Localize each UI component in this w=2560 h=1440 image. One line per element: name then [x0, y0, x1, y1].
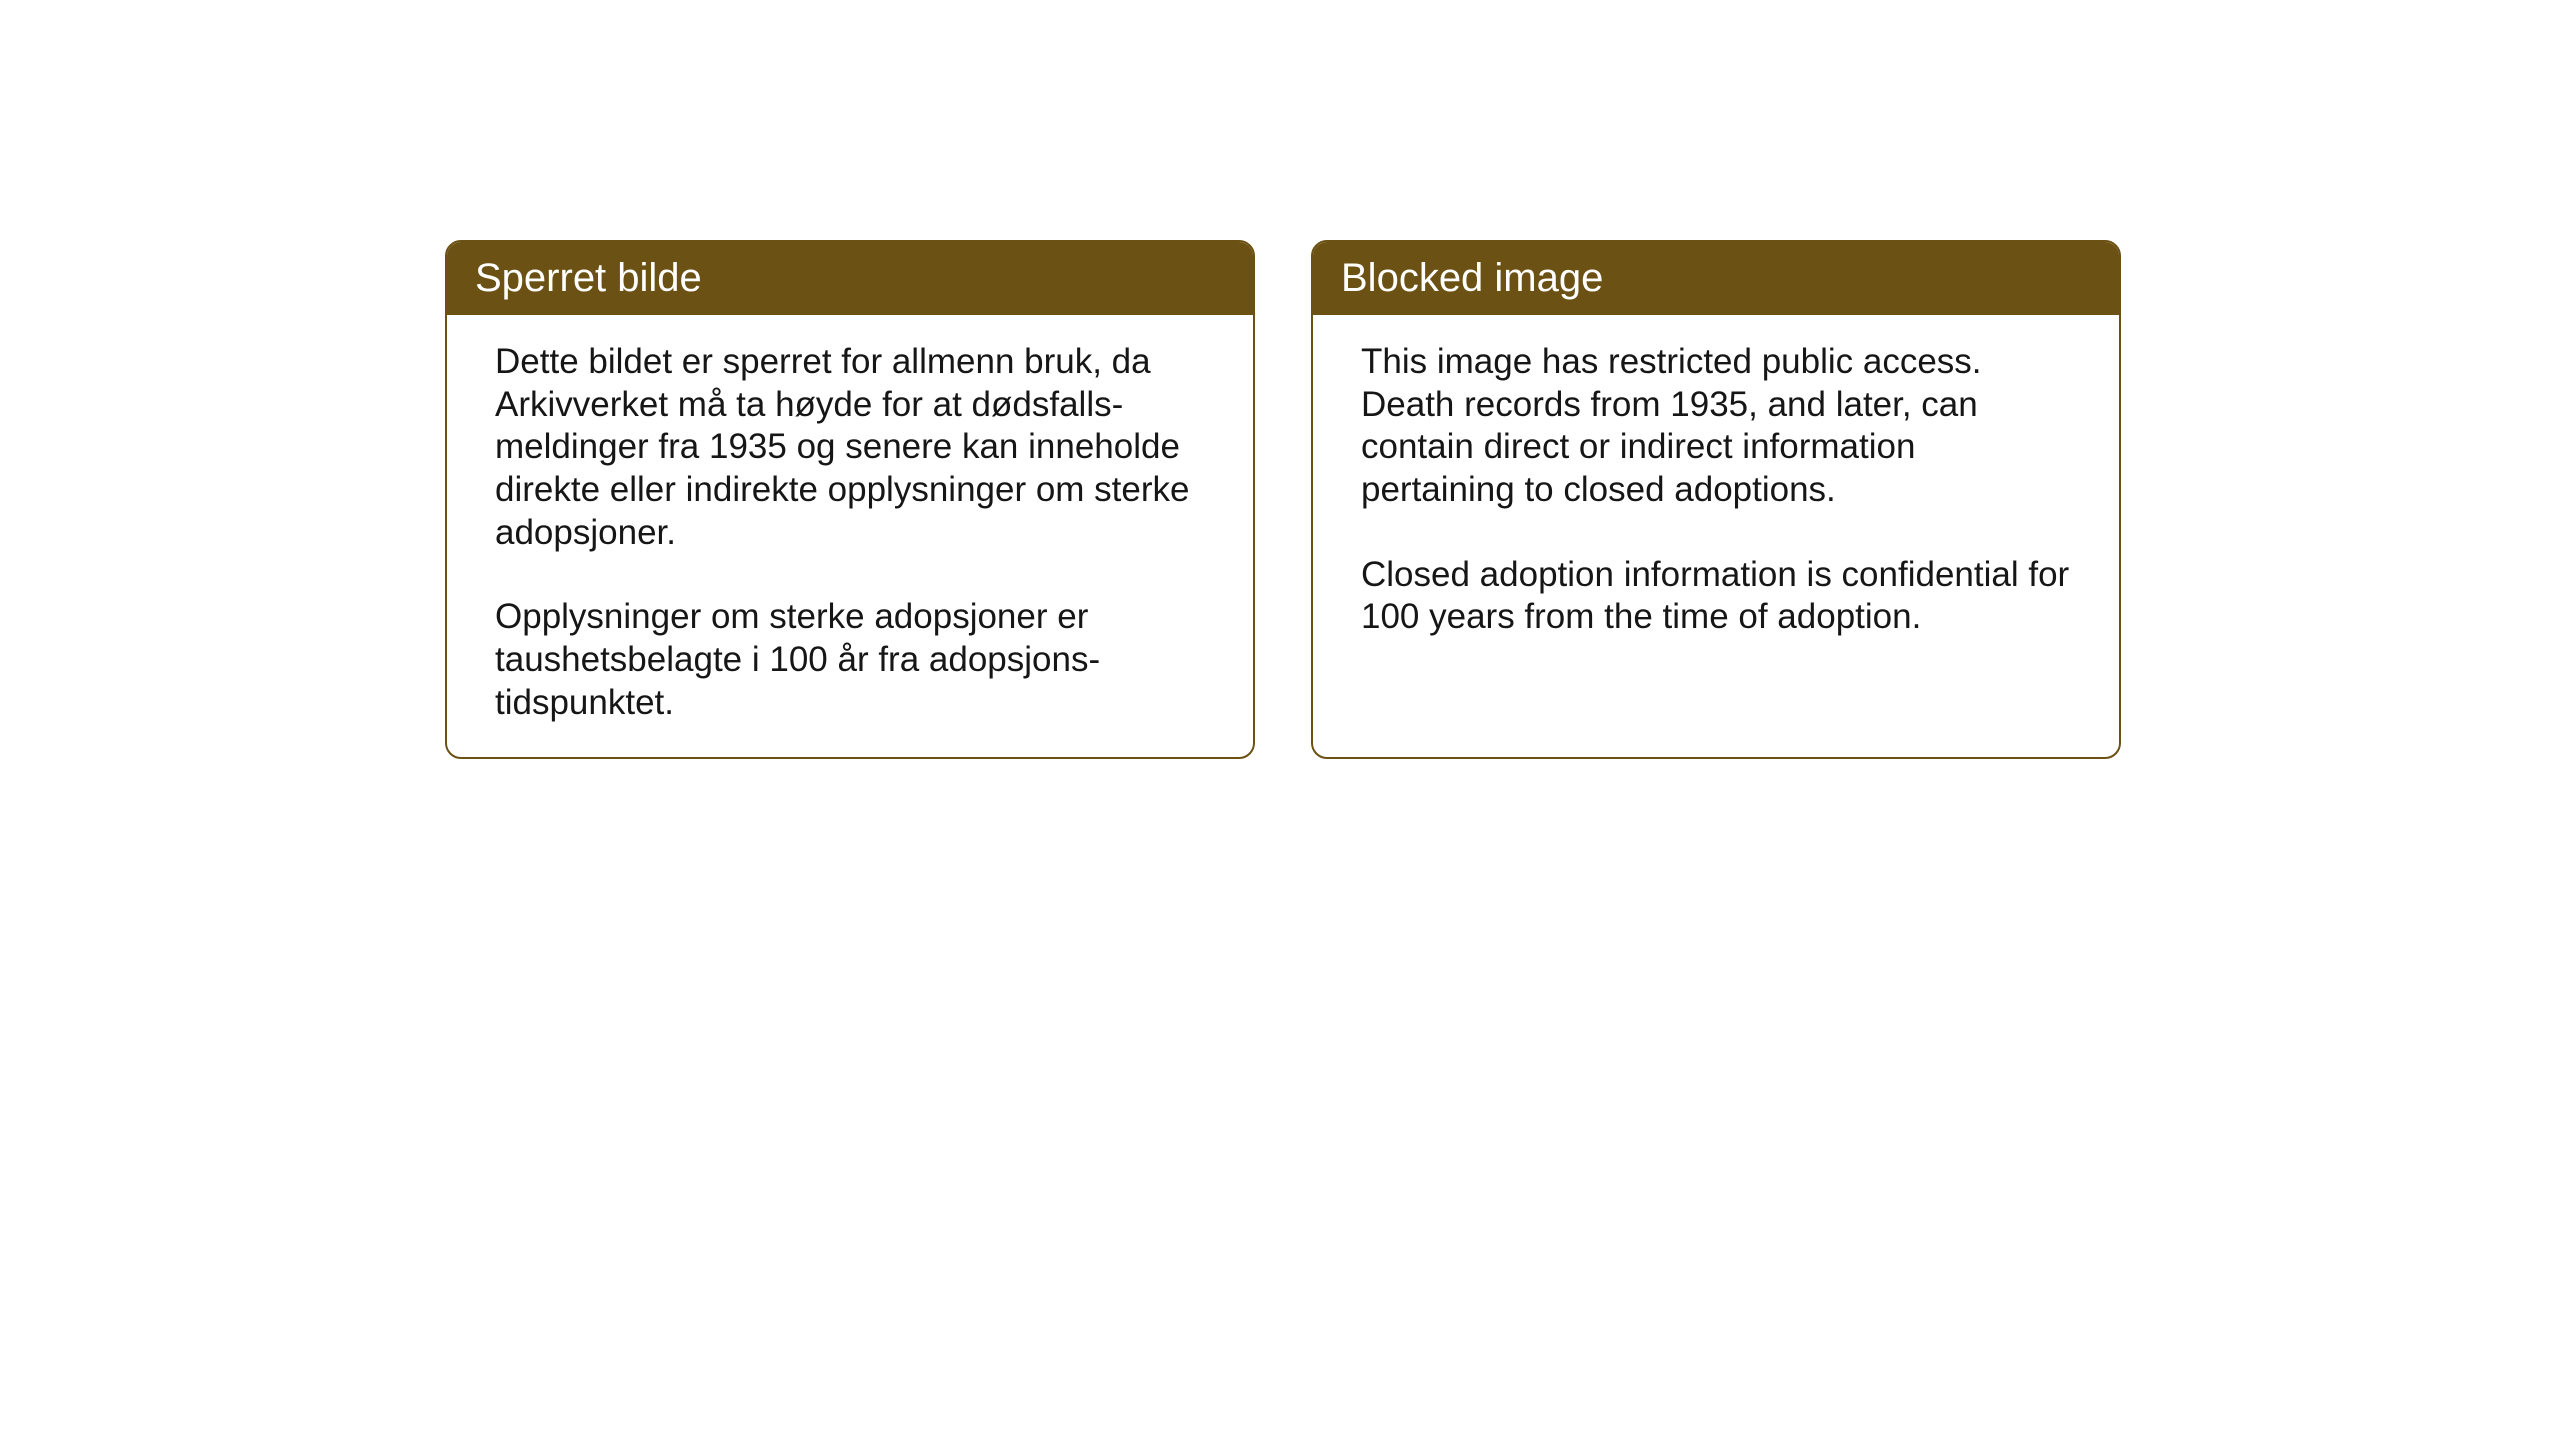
card-title: Sperret bilde — [475, 256, 702, 300]
notice-container: Sperret bilde Dette bildet er sperret fo… — [445, 240, 2121, 759]
card-paragraph: Opplysninger om sterke adopsjoner er tau… — [495, 596, 1205, 724]
card-paragraph: Closed adoption information is confident… — [1361, 554, 2071, 639]
notice-card-norwegian: Sperret bilde Dette bildet er sperret fo… — [445, 240, 1255, 759]
notice-card-english: Blocked image This image has restricted … — [1311, 240, 2121, 759]
card-body-english: This image has restricted public access.… — [1313, 315, 2119, 671]
card-header-english: Blocked image — [1313, 242, 2119, 315]
card-paragraph: This image has restricted public access.… — [1361, 341, 2071, 512]
card-paragraph: Dette bildet er sperret for allmenn bruk… — [495, 341, 1205, 554]
card-title: Blocked image — [1341, 256, 1603, 300]
card-header-norwegian: Sperret bilde — [447, 242, 1253, 315]
card-body-norwegian: Dette bildet er sperret for allmenn bruk… — [447, 315, 1253, 757]
